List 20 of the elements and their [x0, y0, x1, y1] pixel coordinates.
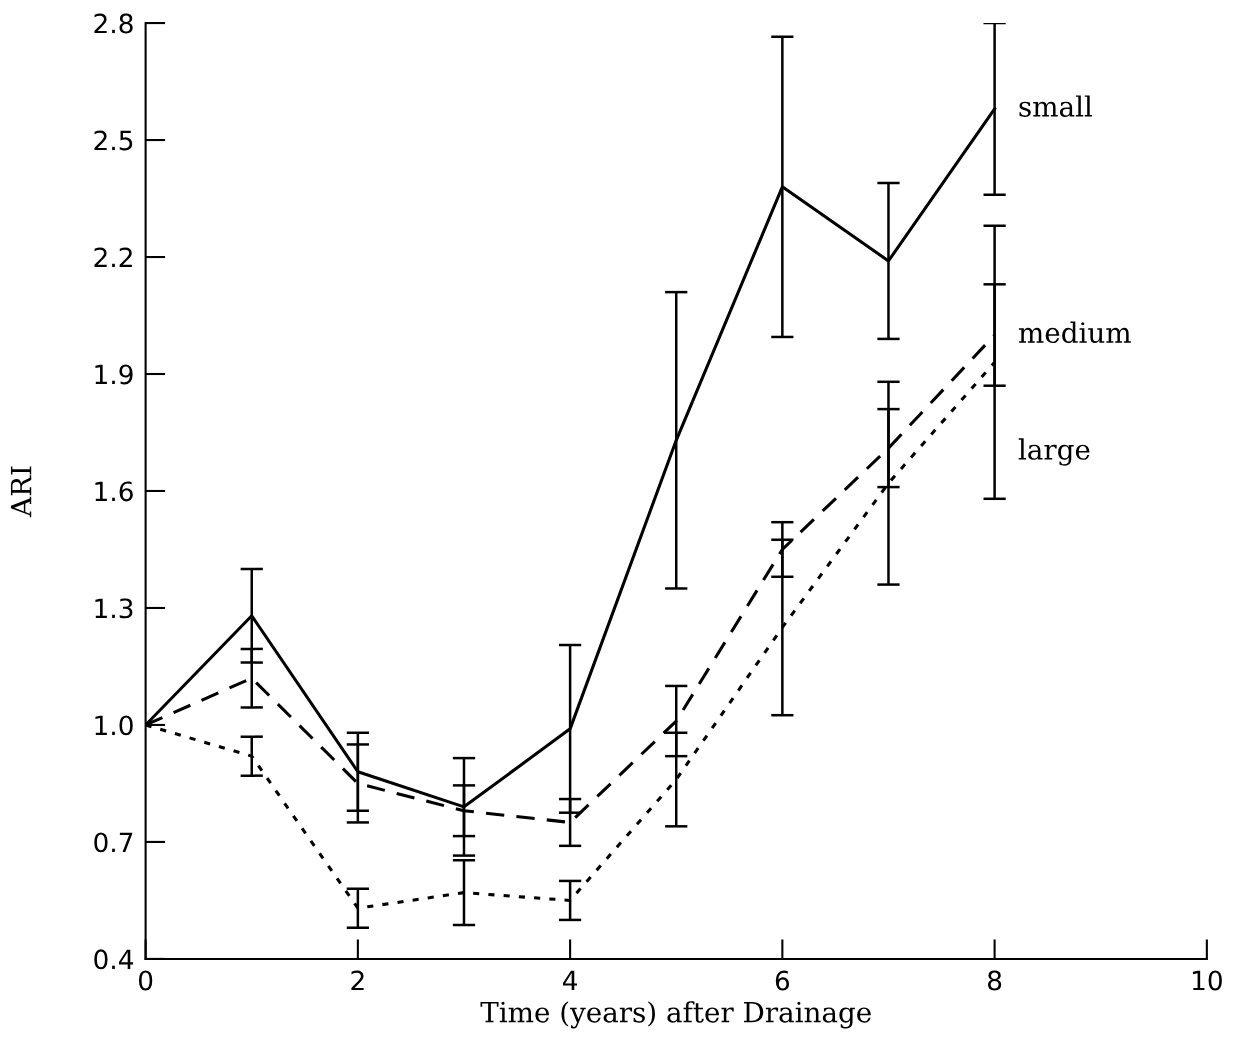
y-tick-label: 2.2 — [94, 247, 132, 268]
y-tick-label: 1.6 — [95, 481, 133, 502]
series-label: medium — [1018, 321, 1131, 344]
y-tick-label: 0.4 — [94, 949, 134, 970]
x-tick-label: 6 — [775, 970, 790, 991]
y-tick-label: 2.8 — [94, 13, 133, 34]
y-tick-label: 1.0 — [95, 715, 133, 736]
y-tick-label: 1.3 — [95, 598, 133, 619]
y-tick-label: 1.9 — [95, 364, 133, 385]
series-label: small — [1019, 95, 1093, 117]
x-tick-label: 10 — [1192, 970, 1222, 991]
x-tick-label: 0 — [138, 970, 153, 991]
x-tick-label: 8 — [988, 970, 1002, 991]
x-tick-label: 2 — [351, 970, 364, 991]
x-tick-label: 4 — [563, 970, 578, 991]
y-tick-label: 2.5 — [94, 130, 133, 151]
y-tick-label: 0.7 — [94, 832, 133, 853]
text: large — [1018, 438, 1090, 466]
x-axis-title: Time (years) after Drainage — [480, 1001, 871, 1029]
y-axis-title: ARI — [10, 466, 32, 518]
